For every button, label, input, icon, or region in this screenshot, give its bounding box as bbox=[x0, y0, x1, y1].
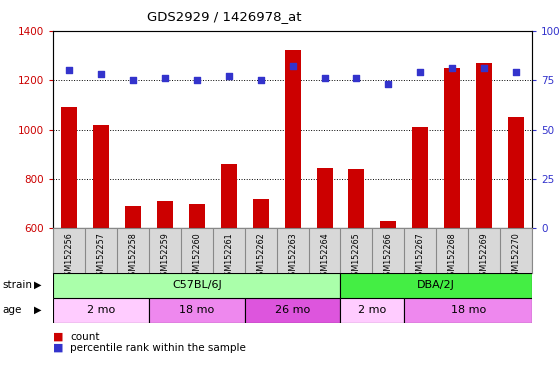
Bar bbox=[508, 117, 524, 228]
Text: GSM152270: GSM152270 bbox=[511, 232, 521, 281]
Point bbox=[128, 77, 138, 83]
Bar bbox=[149, 298, 245, 323]
Bar bbox=[61, 108, 77, 228]
Point bbox=[448, 65, 457, 71]
Text: ■: ■ bbox=[53, 343, 64, 353]
Point bbox=[64, 67, 73, 73]
Text: GSM152262: GSM152262 bbox=[256, 232, 265, 281]
Bar bbox=[476, 63, 492, 228]
Point bbox=[288, 63, 297, 70]
Text: GDS2929 / 1426978_at: GDS2929 / 1426978_at bbox=[147, 10, 301, 23]
Text: 2 mo: 2 mo bbox=[358, 305, 386, 315]
Point bbox=[256, 77, 265, 83]
Text: strain: strain bbox=[3, 280, 33, 290]
Text: age: age bbox=[3, 305, 22, 315]
Bar bbox=[316, 168, 333, 228]
Bar bbox=[284, 50, 301, 228]
Point bbox=[416, 69, 424, 75]
Point bbox=[161, 75, 170, 81]
Bar bbox=[340, 298, 404, 323]
Text: C57BL/6J: C57BL/6J bbox=[172, 280, 222, 290]
Text: GSM152260: GSM152260 bbox=[192, 232, 202, 281]
Point bbox=[384, 81, 393, 87]
Bar bbox=[125, 206, 141, 228]
Text: ▶: ▶ bbox=[34, 280, 42, 290]
Bar bbox=[404, 298, 532, 323]
Text: GSM152269: GSM152269 bbox=[479, 232, 489, 281]
Bar bbox=[380, 221, 396, 228]
Text: 2 mo: 2 mo bbox=[87, 305, 115, 315]
Bar bbox=[245, 298, 340, 323]
Text: ▶: ▶ bbox=[34, 305, 42, 315]
Text: percentile rank within the sample: percentile rank within the sample bbox=[70, 343, 246, 353]
Text: GSM152266: GSM152266 bbox=[384, 232, 393, 281]
Text: 26 mo: 26 mo bbox=[275, 305, 310, 315]
Point bbox=[511, 69, 520, 75]
Bar bbox=[53, 298, 149, 323]
Bar bbox=[221, 164, 237, 228]
Text: GSM152256: GSM152256 bbox=[64, 232, 74, 281]
Text: GSM152261: GSM152261 bbox=[224, 232, 234, 281]
Bar bbox=[53, 273, 340, 298]
Text: GSM152259: GSM152259 bbox=[160, 232, 170, 281]
Point bbox=[193, 77, 202, 83]
Text: GSM152258: GSM152258 bbox=[128, 232, 138, 281]
Point bbox=[479, 65, 488, 71]
Bar bbox=[412, 127, 428, 228]
Text: count: count bbox=[70, 332, 100, 342]
Bar bbox=[189, 204, 205, 228]
Bar bbox=[253, 199, 269, 228]
Text: 18 mo: 18 mo bbox=[179, 305, 214, 315]
Point bbox=[352, 75, 361, 81]
Text: DBA/2J: DBA/2J bbox=[417, 280, 455, 290]
Text: GSM152264: GSM152264 bbox=[320, 232, 329, 281]
Bar bbox=[93, 125, 109, 228]
Text: ■: ■ bbox=[53, 332, 64, 342]
Text: GSM152267: GSM152267 bbox=[416, 232, 425, 281]
Bar bbox=[348, 169, 365, 228]
Text: GSM152263: GSM152263 bbox=[288, 232, 297, 281]
Point bbox=[224, 73, 234, 79]
Text: GSM152268: GSM152268 bbox=[447, 232, 457, 281]
Bar bbox=[444, 68, 460, 228]
Point bbox=[96, 71, 105, 77]
Text: GSM152257: GSM152257 bbox=[96, 232, 106, 281]
Point bbox=[320, 75, 329, 81]
Text: 18 mo: 18 mo bbox=[451, 305, 486, 315]
Text: GSM152265: GSM152265 bbox=[352, 232, 361, 281]
Bar bbox=[157, 201, 173, 228]
Bar bbox=[340, 273, 532, 298]
